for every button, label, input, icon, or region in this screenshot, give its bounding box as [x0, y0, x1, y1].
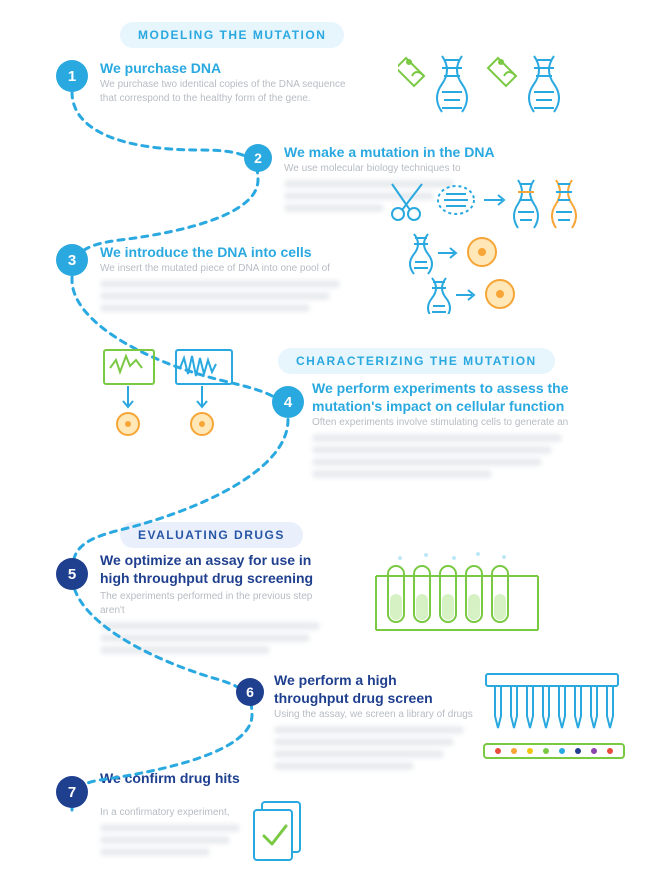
dna-into-cells-icon	[408, 232, 578, 314]
pipette-icon	[480, 670, 630, 770]
step-1-badge: 1	[56, 60, 88, 92]
step-4-number: 4	[284, 394, 292, 411]
step-6-number: 6	[246, 684, 254, 700]
step-3-number: 3	[68, 252, 76, 269]
dna-tags-icon	[398, 52, 588, 116]
step-2-badge: 2	[244, 144, 272, 172]
step-2-number: 2	[254, 150, 262, 166]
step-4-badge: 4	[272, 386, 304, 418]
step-7-number: 7	[68, 784, 76, 801]
infographic-canvas: MODELING THE MUTATION CHARACTERIZING THE…	[0, 0, 650, 882]
step-7-badge: 7	[56, 776, 88, 808]
step-5-number: 5	[68, 566, 76, 583]
step-3-badge: 3	[56, 244, 88, 276]
step-1-number: 1	[68, 68, 76, 85]
step-5-badge: 5	[56, 558, 88, 590]
test-tubes-icon	[370, 552, 550, 642]
check-document-icon	[248, 800, 308, 866]
scissors-dna-icon	[388, 176, 598, 230]
monitors-icon	[100, 346, 250, 446]
step-6-badge: 6	[236, 678, 264, 706]
